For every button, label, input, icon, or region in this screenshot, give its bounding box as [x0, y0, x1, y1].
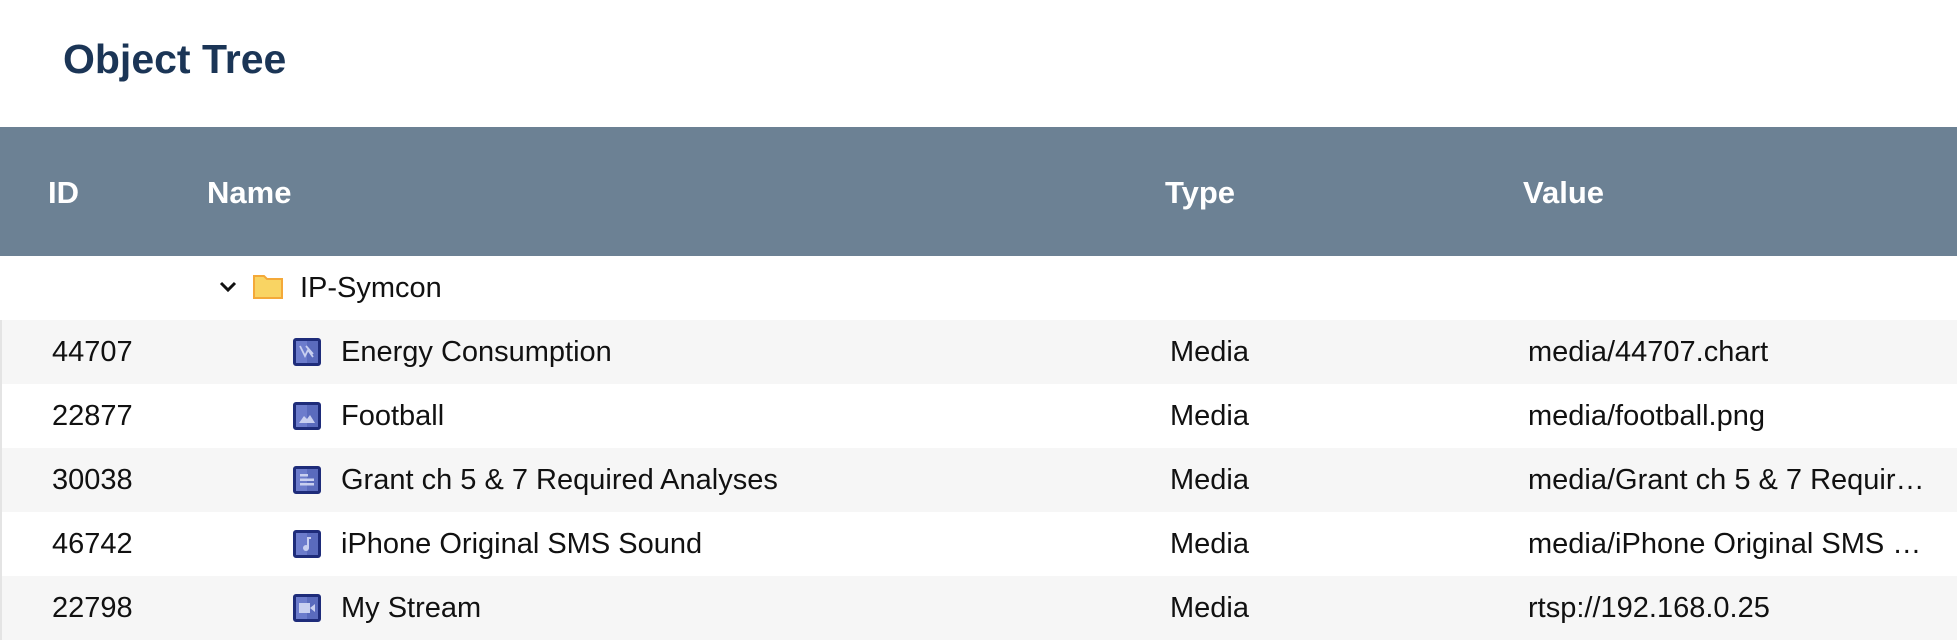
- document-icon: [293, 466, 321, 494]
- table-row[interactable]: 22877 Football Media media/football.png: [0, 384, 1957, 448]
- cell-name: My Stream: [341, 592, 482, 624]
- cell-type: Media: [1170, 400, 1249, 432]
- video-icon: [293, 594, 321, 622]
- table-row[interactable]: 44707 Energy Consumption Media media/447…: [0, 320, 1957, 384]
- cell-name: Football: [341, 400, 445, 432]
- column-header-type[interactable]: Type: [1165, 175, 1236, 210]
- table-row[interactable]: 30038 Grant ch 5 & 7 Required Analyses M…: [0, 448, 1957, 512]
- cell-name: Grant ch 5 & 7 Required Analyses: [341, 464, 778, 496]
- cell-value: media/44707.chart: [1528, 336, 1769, 368]
- cell-value: media/football.png: [1528, 400, 1765, 432]
- cell-id: 30038: [52, 464, 133, 496]
- table-row[interactable]: 46742 iPhone Original SMS Sound Media me…: [0, 512, 1957, 576]
- cell-type: Media: [1170, 336, 1249, 368]
- column-header-id[interactable]: ID: [48, 175, 79, 210]
- cell-value: media/iPhone Original SMS …: [1528, 528, 1922, 560]
- column-header-value[interactable]: Value: [1523, 175, 1604, 210]
- tree-root-row[interactable]: IP-Symcon: [0, 256, 1957, 320]
- cell-id: 22877: [52, 400, 133, 432]
- sound-icon: [293, 530, 321, 558]
- image-icon: [293, 402, 321, 430]
- chart-icon: [293, 338, 321, 366]
- cell-type: Media: [1170, 592, 1249, 624]
- cell-name: Energy Consumption: [341, 336, 612, 368]
- cell-type: Media: [1170, 464, 1249, 496]
- table-header: ID Name Type Value: [0, 127, 1957, 256]
- page-title: Object Tree: [63, 36, 287, 82]
- cell-id: 44707: [52, 336, 133, 368]
- folder-icon: [253, 275, 283, 299]
- cell-id: 22798: [52, 592, 133, 624]
- table-row[interactable]: 22798 My Stream Media rtsp://192.168.0.2…: [0, 576, 1957, 640]
- cell-type: Media: [1170, 528, 1249, 560]
- column-header-name[interactable]: Name: [207, 175, 292, 210]
- tree-root-label: IP-Symcon: [300, 272, 442, 304]
- chevron-down-icon[interactable]: [218, 280, 238, 294]
- cell-value: rtsp://192.168.0.25: [1528, 592, 1770, 624]
- cell-value: media/Grant ch 5 & 7 Requir…: [1528, 464, 1925, 496]
- cell-id: 46742: [52, 528, 133, 560]
- cell-name: iPhone Original SMS Sound: [341, 528, 703, 560]
